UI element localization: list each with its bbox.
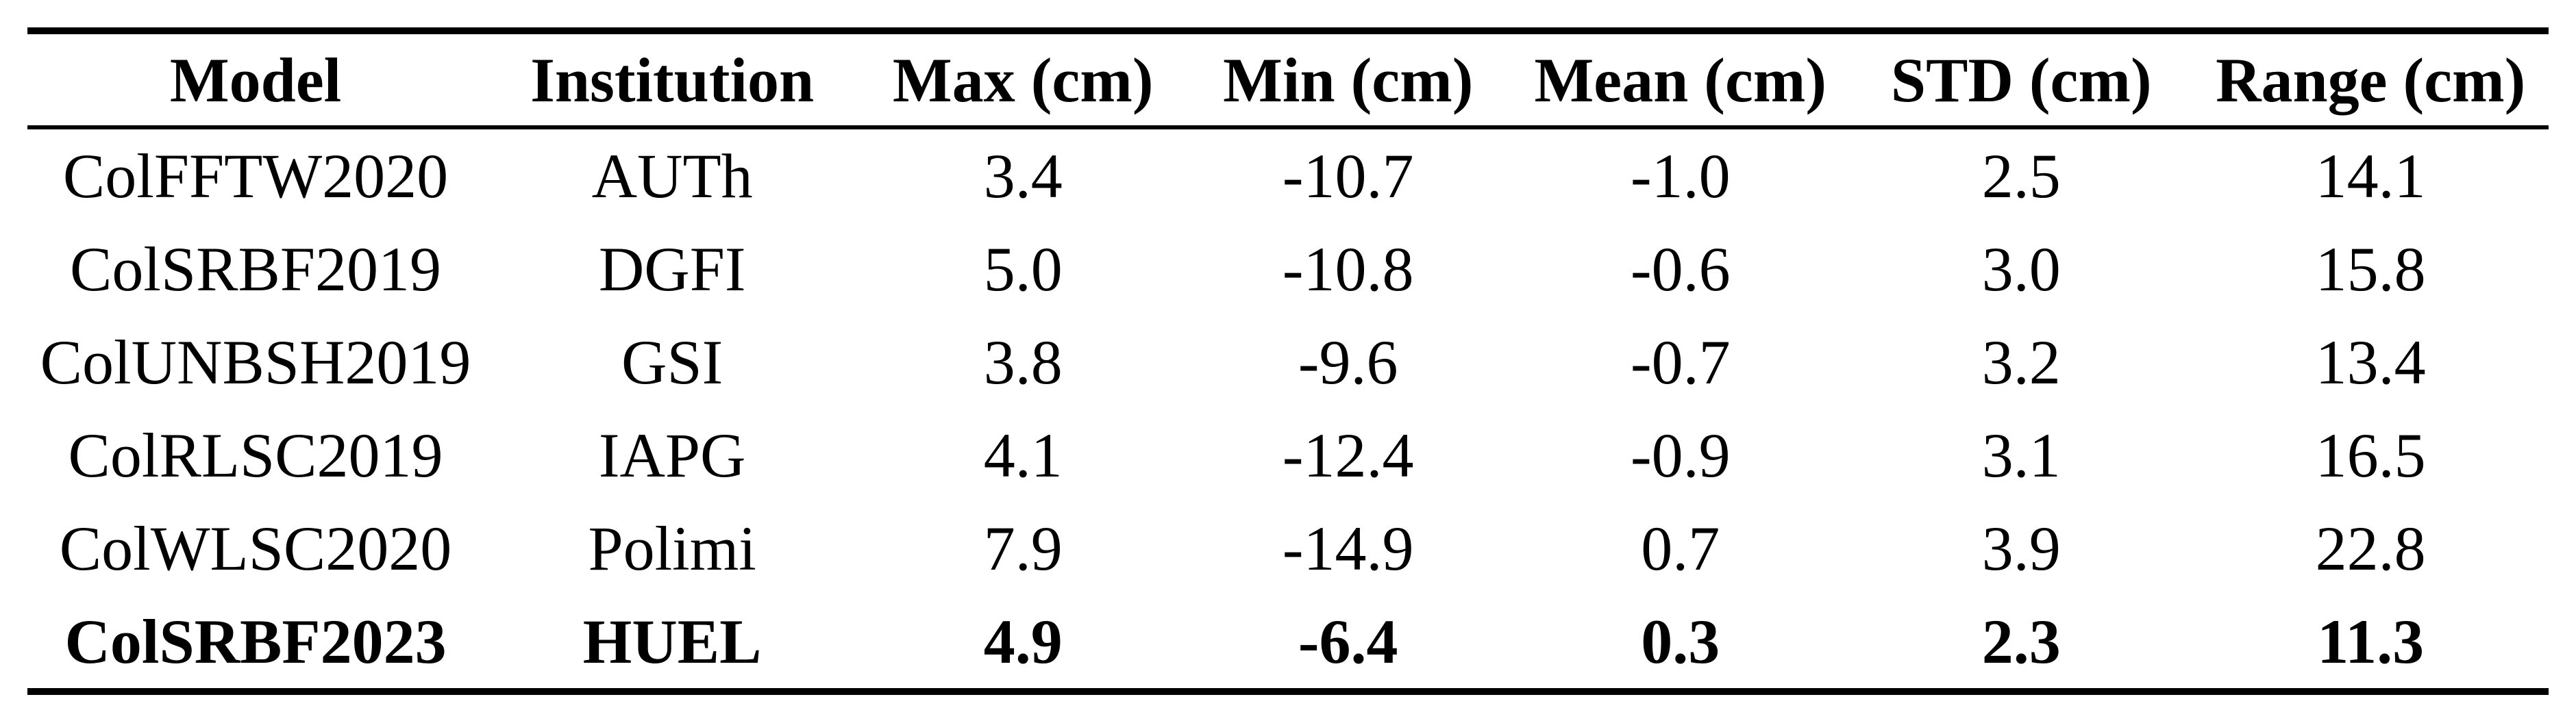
table-row-highlighted: ColSRBF2023 HUEL 4.9 -6.4 0.3 2.3 11.3	[27, 595, 2549, 692]
col-header-institution: Institution	[484, 31, 861, 129]
col-header-range: Range (cm)	[2192, 31, 2549, 129]
col-header-model: Model	[27, 31, 484, 129]
cell-range: 22.8	[2315, 514, 2426, 583]
col-header-std: STD (cm)	[1850, 31, 2193, 129]
cell-std: 2.5	[1981, 141, 2061, 211]
table-row: ColRLSC2019 IAPG 4.1 -12.4 -0.9 3.1 16.5	[27, 409, 2549, 502]
cell-range: 14.1	[2315, 141, 2426, 211]
cell-institution: IAPG	[598, 420, 746, 490]
cell-range: 13.4	[2315, 327, 2426, 397]
cell-min: -6.4	[1298, 607, 1398, 676]
col-header-max: Max (cm)	[860, 31, 1186, 129]
cell-institution: DGFI	[598, 234, 746, 304]
table-region: Model Institution Max (cm) Min (cm) Mean…	[27, 27, 2549, 695]
cell-model: ColFFTW2020	[62, 141, 449, 211]
cell-institution: GSI	[621, 327, 723, 397]
model-statistics-table: Model Institution Max (cm) Min (cm) Mean…	[27, 27, 2549, 695]
cell-range: 16.5	[2315, 420, 2426, 490]
cell-std: 3.9	[1981, 514, 2061, 583]
cell-min: -9.6	[1298, 327, 1398, 397]
cell-model: ColWLSC2020	[59, 514, 452, 583]
cell-std: 2.3	[1981, 607, 2061, 676]
cell-model: ColSRBF2019	[70, 234, 442, 304]
col-header-mean: Mean (cm)	[1511, 31, 1850, 129]
cell-mean: -1.0	[1630, 141, 1731, 211]
table-header: Model Institution Max (cm) Min (cm) Mean…	[27, 31, 2549, 129]
cell-std: 3.0	[1981, 234, 2061, 304]
header-row: Model Institution Max (cm) Min (cm) Mean…	[27, 31, 2549, 129]
cell-mean: 0.7	[1641, 514, 1720, 583]
cell-max: 5.0	[983, 234, 1063, 304]
cell-range: 11.3	[2317, 607, 2425, 676]
cell-max: 4.9	[983, 607, 1063, 676]
cell-range: 15.8	[2315, 234, 2426, 304]
cell-model: ColRLSC2019	[68, 420, 443, 490]
cell-institution: Polimi	[588, 514, 756, 583]
cell-min: -10.7	[1282, 141, 1414, 211]
cell-std: 3.1	[1981, 420, 2061, 490]
table-body: ColFFTW2020 AUTh 3.4 -10.7 -1.0 2.5 14.1…	[27, 127, 2549, 692]
table-row: ColUNBSH2019 GSI 3.8 -9.6 -0.7 3.2 13.4	[27, 316, 2549, 409]
cell-institution: AUTh	[591, 141, 753, 211]
cell-institution: HUEL	[582, 607, 762, 676]
cell-mean: -0.9	[1630, 420, 1731, 490]
cell-max: 4.1	[983, 420, 1063, 490]
cell-max: 7.9	[983, 514, 1063, 583]
cell-min: -10.8	[1282, 234, 1414, 304]
cell-max: 3.4	[983, 141, 1063, 211]
table-row: ColSRBF2019 DGFI 5.0 -10.8 -0.6 3.0 15.8	[27, 223, 2549, 316]
table-row: ColFFTW2020 AUTh 3.4 -10.7 -1.0 2.5 14.1	[27, 127, 2549, 223]
cell-min: -14.9	[1282, 514, 1414, 583]
table-row: ColWLSC2020 Polimi 7.9 -14.9 0.7 3.9 22.…	[27, 502, 2549, 595]
cell-std: 3.2	[1981, 327, 2061, 397]
cell-min: -12.4	[1282, 420, 1414, 490]
col-header-min: Min (cm)	[1185, 31, 1511, 129]
cell-model: ColUNBSH2019	[40, 327, 471, 397]
cell-mean: -0.6	[1630, 234, 1731, 304]
cell-mean: 0.3	[1641, 607, 1720, 676]
cell-model: ColSRBF2023	[64, 607, 447, 676]
cell-max: 3.8	[983, 327, 1063, 397]
cell-mean: -0.7	[1630, 327, 1731, 397]
